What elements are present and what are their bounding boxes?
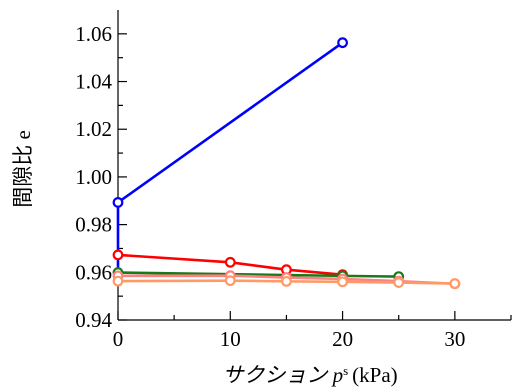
x-tick-label: 10 bbox=[220, 327, 241, 351]
plot-area bbox=[112, 37, 461, 290]
x-axis-label-superscript: s bbox=[343, 363, 348, 378]
series-1-line bbox=[116, 41, 344, 274]
tick-labels: 0 10 20 30 0.94 0.96 0.98 1.00 1.02 1.04 1.06 bbox=[75, 22, 465, 351]
y-tick-label: 1.06 bbox=[75, 22, 112, 46]
series-1 bbox=[112, 37, 348, 274]
series-2-line bbox=[117, 253, 343, 276]
x-axis-label: サクション ps (kPa) bbox=[222, 363, 397, 388]
y-tick-label: 0.96 bbox=[75, 260, 112, 284]
series-2-point bbox=[112, 249, 124, 261]
series-5-point bbox=[393, 277, 405, 288]
series-5-point bbox=[112, 275, 124, 287]
x-axis-label-main: サクション p bbox=[222, 363, 343, 387]
series-2-point bbox=[224, 256, 236, 268]
series-5 bbox=[112, 275, 461, 289]
y-axis-label: 間隙比 e bbox=[11, 130, 35, 208]
series-5-line bbox=[117, 279, 455, 285]
y-tick-label: 1.02 bbox=[75, 117, 112, 141]
series-1-point bbox=[337, 37, 348, 49]
y-tick-label: 0.98 bbox=[75, 213, 112, 237]
series-1-point bbox=[112, 197, 124, 208]
x-axis-label-unit: (kPa) bbox=[352, 363, 398, 387]
series-5-point bbox=[224, 275, 236, 287]
y-tick-label: 0.94 bbox=[75, 308, 112, 332]
y-tick-label: 1.00 bbox=[75, 165, 112, 189]
series-5-point bbox=[449, 278, 461, 289]
x-tick-label: 30 bbox=[444, 327, 465, 351]
x-tick-label: 0 bbox=[113, 327, 124, 351]
series-5-point bbox=[337, 276, 348, 288]
series-5-point bbox=[281, 275, 292, 287]
x-tick-label: 20 bbox=[332, 327, 353, 351]
y-tick-label: 1.04 bbox=[75, 70, 112, 94]
